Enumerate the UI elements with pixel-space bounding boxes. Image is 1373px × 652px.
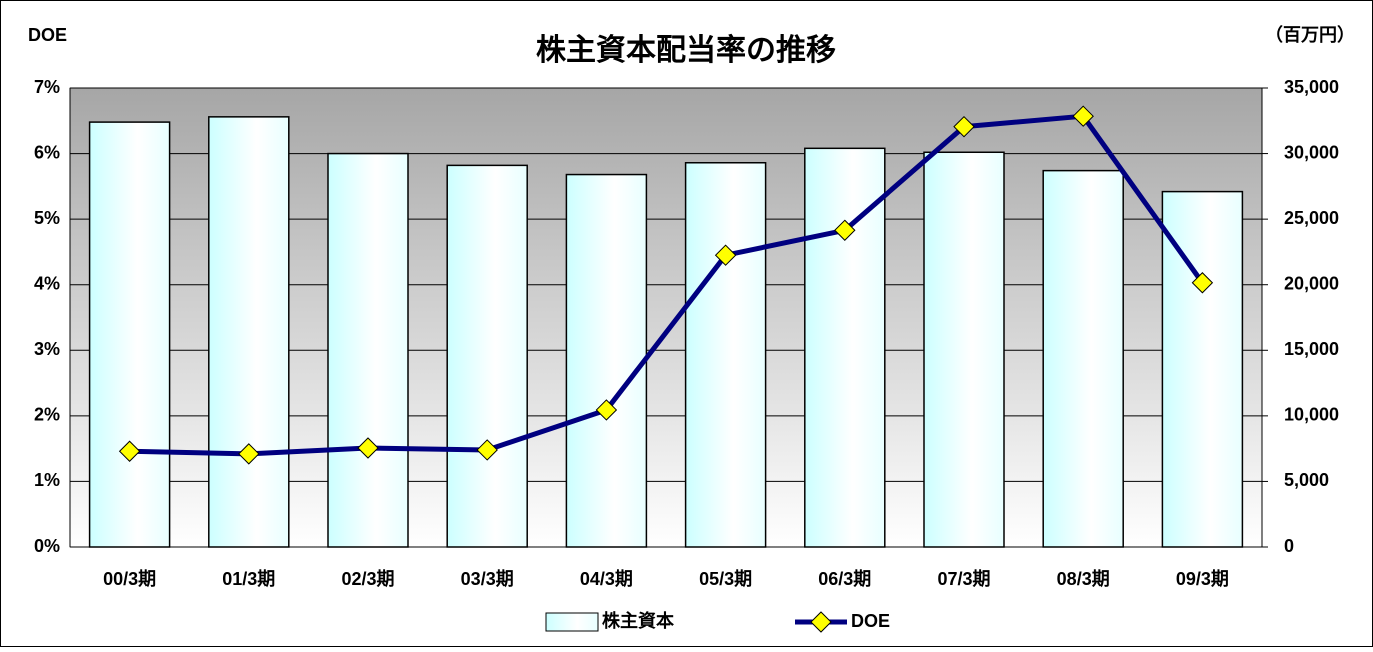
y2-tick-label: 20,000: [1284, 273, 1339, 293]
x-tick-label: 03/3期: [461, 569, 514, 589]
x-tick-label: 05/3期: [699, 569, 752, 589]
x-tick-label: 08/3期: [1057, 569, 1110, 589]
marker: [834, 219, 856, 241]
bar: [804, 147, 886, 548]
y2-tick-label: 10,000: [1284, 405, 1339, 425]
x-tick-label: 07/3期: [937, 569, 990, 589]
marker: [357, 437, 379, 459]
y2-tick-label: 25,000: [1284, 208, 1339, 228]
bar: [923, 151, 1005, 548]
y2-tick-label: 35,000: [1284, 77, 1339, 97]
y2-tick-label: 0: [1284, 536, 1294, 556]
line: [129, 113, 1205, 457]
y-tick-label: 3%: [34, 339, 60, 359]
marker: [1072, 105, 1094, 127]
y-tick-label: 1%: [34, 470, 60, 490]
bar: [1161, 190, 1244, 548]
y2-tick-label: 5,000: [1284, 470, 1329, 490]
marker: [595, 399, 618, 421]
bar: [327, 152, 409, 548]
x-tick-label: 04/3期: [580, 569, 633, 589]
legend-label: DOE: [851, 611, 890, 631]
x-tick-label: 01/3期: [222, 569, 275, 589]
marker: [1191, 272, 1214, 294]
bar: [208, 116, 290, 548]
legend-swatch: [545, 612, 599, 632]
y-axis-label: DOE: [28, 25, 67, 45]
bar: [88, 121, 171, 548]
legend-label: 株主資本: [602, 610, 674, 631]
bar: [565, 173, 648, 548]
marker: [953, 115, 975, 138]
y-tick-label: 7%: [34, 77, 60, 97]
marker: [476, 439, 498, 461]
x-tick-label: 09/3期: [1176, 569, 1229, 589]
y2-axis-label: （百万円）: [1265, 25, 1355, 45]
bar: [684, 162, 767, 548]
y-tick-label: 2%: [34, 405, 60, 425]
x-tick-label: 00/3期: [103, 569, 156, 589]
marker: [238, 443, 260, 465]
y2-tick-label: 15,000: [1284, 339, 1339, 359]
y2-tick-label: 30,000: [1284, 142, 1339, 162]
y-tick-label: 5%: [34, 208, 60, 228]
y-tick-label: 6%: [34, 142, 60, 162]
legend-marker: [810, 611, 832, 633]
y-tick-label: 0%: [34, 536, 60, 556]
chart-title: 株主資本配当率の推移: [536, 34, 836, 67]
x-tick-label: 06/3期: [818, 569, 871, 589]
marker: [714, 244, 737, 266]
y-tick-label: 4%: [34, 273, 60, 293]
marker: [118, 440, 141, 462]
bar: [446, 164, 528, 548]
x-tick-label: 02/3期: [341, 569, 394, 589]
bar: [1042, 169, 1124, 548]
